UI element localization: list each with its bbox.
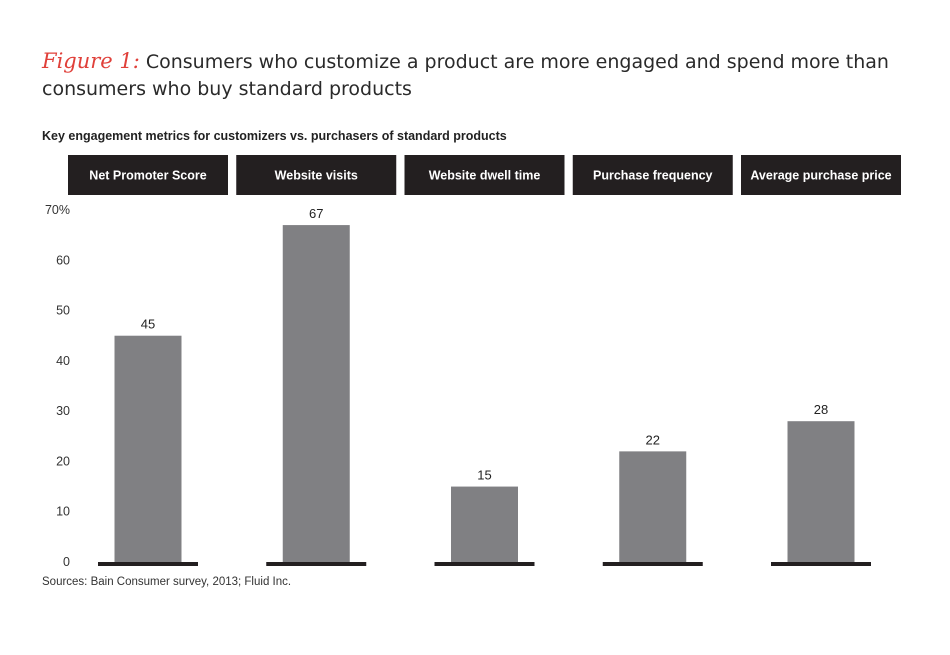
baseline-segment bbox=[266, 562, 367, 566]
y-tick-label: 70% bbox=[45, 203, 70, 217]
category-header-box bbox=[404, 155, 565, 195]
data-label: 45 bbox=[141, 317, 155, 332]
category-header-box bbox=[68, 155, 228, 195]
baseline-segment bbox=[602, 562, 703, 566]
category-header-label: Website dwell time bbox=[429, 169, 541, 183]
y-tick-label: 40 bbox=[56, 354, 70, 368]
y-tick-label: 60 bbox=[56, 253, 70, 267]
y-tick-label: 30 bbox=[56, 404, 70, 418]
data-label: 28 bbox=[814, 402, 828, 417]
data-label: 22 bbox=[646, 432, 660, 447]
data-label: 15 bbox=[477, 468, 491, 483]
category-header-box bbox=[236, 155, 397, 195]
bar bbox=[451, 486, 518, 562]
category-header-label: Net Promoter Score bbox=[89, 169, 206, 183]
category-header-label: Average purchase price bbox=[750, 169, 891, 183]
category-header-box bbox=[572, 155, 733, 195]
figure-label: Figure 1: bbox=[42, 49, 140, 73]
bar bbox=[114, 335, 182, 562]
y-tick-label: 50 bbox=[56, 304, 70, 318]
bar bbox=[787, 421, 855, 562]
category-header-box bbox=[741, 155, 901, 195]
figure-title-text: Consumers who customize a product are mo… bbox=[42, 51, 889, 100]
baseline-segment bbox=[434, 562, 535, 566]
y-tick-label: 10 bbox=[56, 505, 70, 519]
y-tick-label: 20 bbox=[56, 454, 70, 468]
bar bbox=[282, 225, 350, 563]
bar bbox=[619, 451, 687, 562]
figure-title: Figure 1: Consumers who customize a produ… bbox=[42, 48, 922, 103]
chart-subtitle: Key engagement metrics for customizers v… bbox=[42, 129, 507, 143]
data-label: 67 bbox=[309, 206, 323, 221]
y-tick-label: 0 bbox=[63, 555, 70, 569]
category-header-label: Website visits bbox=[275, 169, 358, 183]
baseline-segment bbox=[98, 562, 198, 566]
sources-note: Sources: Bain Consumer survey, 2013; Flu… bbox=[42, 576, 292, 588]
baseline-segment bbox=[771, 562, 871, 566]
category-header-label: Purchase frequency bbox=[593, 169, 713, 183]
